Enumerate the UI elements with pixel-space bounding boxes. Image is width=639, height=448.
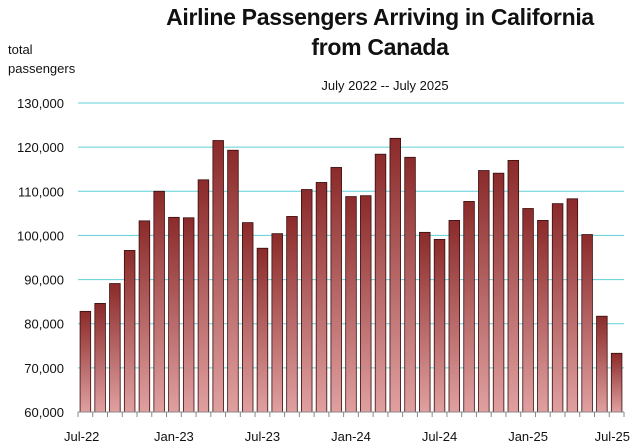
bar — [404, 156, 416, 413]
y-tick-label: 120,000 — [17, 140, 64, 155]
y-tick-label: 60,000 — [24, 405, 64, 420]
y-tick-label: 110,000 — [18, 184, 64, 199]
bar — [581, 234, 593, 413]
bar — [271, 233, 283, 413]
bar — [227, 149, 239, 413]
y-tick-labels: 60,000 70,000 80,000 90,000 100,000 110,000 12… — [17, 96, 64, 420]
bar — [610, 352, 623, 413]
bar — [79, 310, 92, 413]
y-tick-label: 70,000 — [24, 361, 64, 376]
bar — [507, 159, 520, 413]
x-tick-label: Jan-24 — [331, 429, 371, 444]
bar — [138, 220, 151, 413]
bar — [374, 153, 387, 413]
x-tick-label: Jul-22 — [64, 429, 99, 444]
bar — [123, 250, 136, 413]
chart-title: Airline Passengers Arriving in Californi… — [100, 2, 639, 62]
x-tick-label: Jul-24 — [422, 429, 457, 444]
bar — [153, 190, 165, 413]
y-tick-label: 130,000 — [17, 96, 64, 111]
bar — [478, 170, 490, 413]
bar — [301, 189, 313, 413]
bar — [433, 239, 446, 413]
x-tick-labels: Jul-22 Jan-23 Jul-23 Jan-24 Jul-24 Jan-25 Jul-… — [64, 429, 630, 444]
bar — [419, 231, 431, 413]
bar — [522, 208, 534, 413]
bar — [94, 303, 106, 413]
y-axis-label-line-1: total — [8, 42, 33, 57]
bar — [360, 195, 372, 413]
chart-subtitle: July 2022 -- July 2025 — [321, 78, 449, 93]
bar — [566, 198, 579, 413]
chart-title-line-1: Airline Passengers Arriving in Californi… — [166, 4, 594, 30]
bar — [389, 137, 401, 413]
y-tick-label: 80,000 — [24, 317, 64, 332]
bar — [551, 203, 564, 413]
y-tick-label: 100,000 — [17, 228, 64, 243]
y-axis-label: total passengers — [8, 40, 75, 78]
bar — [492, 172, 505, 413]
bar — [463, 201, 475, 413]
x-tick-label: Jan-23 — [154, 429, 194, 444]
bar — [241, 222, 254, 413]
y-tick-label: 90,000 — [24, 273, 64, 288]
bar — [448, 220, 461, 413]
bar — [596, 315, 608, 413]
bar — [345, 196, 357, 413]
bar — [109, 283, 121, 413]
x-tick-label: Jan-25 — [508, 429, 548, 444]
bar — [330, 167, 342, 413]
bar — [315, 182, 328, 413]
bar — [537, 220, 549, 413]
bar — [182, 217, 195, 413]
bar — [212, 140, 224, 413]
x-tick-label: Jul-25 — [595, 429, 630, 444]
x-tick-label: Jul-23 — [245, 429, 280, 444]
bars — [79, 137, 623, 413]
bar — [256, 247, 269, 413]
axes — [77, 411, 625, 417]
bar — [286, 216, 298, 413]
bar — [197, 179, 210, 413]
chart-title-line-2: from Canada — [311, 34, 449, 60]
y-axis-label-line-2: passengers — [8, 61, 76, 76]
bar — [168, 216, 180, 413]
